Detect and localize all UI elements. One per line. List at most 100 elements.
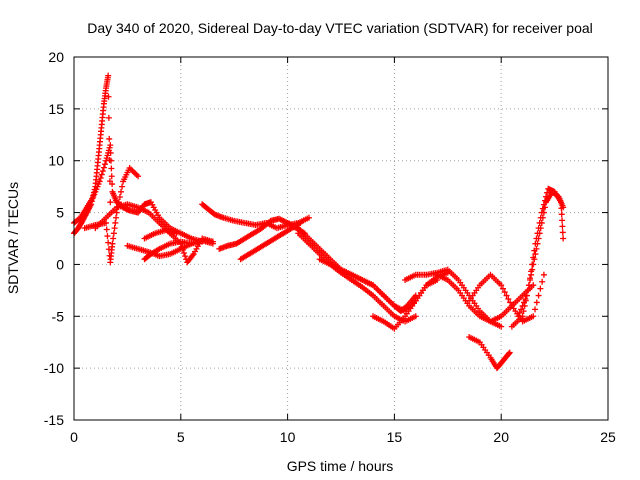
- series-10: [237, 219, 304, 263]
- data-point: [498, 323, 505, 330]
- data-point-interp: [110, 230, 117, 237]
- data-point-interp: [106, 135, 113, 142]
- data-point: [530, 261, 537, 268]
- data-point-interp: [105, 93, 112, 100]
- data-point-interp: [503, 292, 510, 299]
- data-point: [107, 199, 114, 206]
- series-18: [466, 271, 547, 325]
- data-point-interp: [117, 188, 124, 195]
- x-tick-label: 15: [387, 429, 403, 445]
- data-point: [209, 238, 216, 245]
- x-tick-label: 5: [177, 429, 185, 445]
- data-point: [107, 142, 114, 149]
- data-point-interp: [529, 266, 536, 273]
- data-point: [173, 230, 180, 237]
- data-point-interp: [559, 217, 566, 224]
- data-point-interp: [520, 299, 527, 306]
- data-point: [540, 271, 547, 278]
- x-axis-label: GPS time / hours: [287, 458, 394, 474]
- data-point-interp: [540, 209, 547, 216]
- series-1: [71, 72, 114, 237]
- data-point: [297, 219, 304, 226]
- data-point: [506, 349, 513, 356]
- series-17: [466, 334, 513, 372]
- data-point-interp: [539, 278, 546, 285]
- axis-ticks: 0 5 10 15 20 25 -15 -10 -5 0 5 10 15 20: [44, 49, 616, 445]
- plot-frame: [73, 56, 609, 421]
- data-point-interp: [107, 149, 114, 156]
- data-point-interp: [109, 181, 116, 188]
- data-point: [530, 313, 537, 320]
- data-point-interp: [110, 235, 117, 242]
- data-point-interp: [112, 219, 119, 226]
- data-point-interp: [108, 157, 115, 164]
- y-tick-label: 20: [48, 49, 64, 65]
- y-axis-label: SDTVAR / TECUs: [5, 182, 21, 294]
- data-points: [71, 72, 567, 372]
- data-point-interp: [499, 285, 506, 292]
- data-point-interp: [524, 287, 531, 294]
- data-point-interp: [132, 170, 139, 177]
- data-point-interp: [101, 161, 108, 168]
- data-point-interp: [181, 250, 188, 257]
- data-point-interp: [507, 299, 514, 306]
- data-point-interp: [130, 169, 137, 176]
- series-20: [515, 188, 567, 320]
- x-tick-label: 0: [70, 429, 78, 445]
- data-point-interp: [533, 245, 540, 252]
- data-point-interp: [518, 306, 525, 313]
- x-tick-label: 25: [600, 429, 616, 445]
- data-point-interp: [97, 175, 104, 181]
- data-point-interp: [105, 114, 112, 121]
- data-point-interp: [108, 173, 115, 180]
- data-point-interp: [528, 271, 535, 278]
- grid-lines: [74, 57, 608, 420]
- data-point-interp: [105, 246, 112, 253]
- chart-title: Day 340 of 2020, Sidereal Day-to-day VTE…: [87, 20, 593, 36]
- data-point-interp: [99, 168, 106, 175]
- data-point-interp: [534, 240, 541, 247]
- data-point-interp: [133, 171, 140, 178]
- y-tick-label: 5: [56, 205, 64, 221]
- data-point-interp: [535, 292, 542, 299]
- data-point-interp: [532, 306, 539, 313]
- series-6: [141, 237, 216, 263]
- data-point-interp: [105, 239, 112, 246]
- data-point: [305, 214, 312, 221]
- y-tick-label: 0: [56, 256, 64, 272]
- data-point-interp: [544, 189, 551, 196]
- data-point-interp: [532, 251, 539, 258]
- data-point: [498, 282, 505, 289]
- data-point-interp: [113, 214, 120, 221]
- series-9: [216, 215, 308, 252]
- data-point: [560, 204, 567, 211]
- data-point-interp: [501, 289, 508, 296]
- y-tick-label: 10: [48, 153, 64, 169]
- data-point-interp: [541, 204, 548, 211]
- data-point-interp: [559, 229, 566, 236]
- y-tick-label: -15: [44, 412, 64, 428]
- data-point: [103, 219, 110, 226]
- data-point-interp: [516, 309, 523, 316]
- y-tick-label: -10: [44, 360, 64, 376]
- data-point-interp: [103, 226, 110, 233]
- data-point-interp: [537, 285, 544, 292]
- data-point-interp: [98, 171, 105, 178]
- data-point: [523, 292, 530, 299]
- data-point-interp: [111, 225, 118, 232]
- series-19: [508, 185, 567, 330]
- data-point: [105, 72, 112, 79]
- data-point: [560, 235, 567, 242]
- y-tick-label: 15: [48, 101, 64, 117]
- data-point: [135, 173, 142, 180]
- x-tick-label: 20: [493, 429, 509, 445]
- data-point: [412, 313, 419, 320]
- data-point-interp: [505, 296, 512, 302]
- data-point-interp: [558, 211, 565, 218]
- data-point-interp: [525, 282, 532, 289]
- data-point-interp: [535, 235, 542, 242]
- data-point: [109, 240, 116, 247]
- data-point-interp: [533, 299, 540, 306]
- data-point-interp: [119, 183, 126, 190]
